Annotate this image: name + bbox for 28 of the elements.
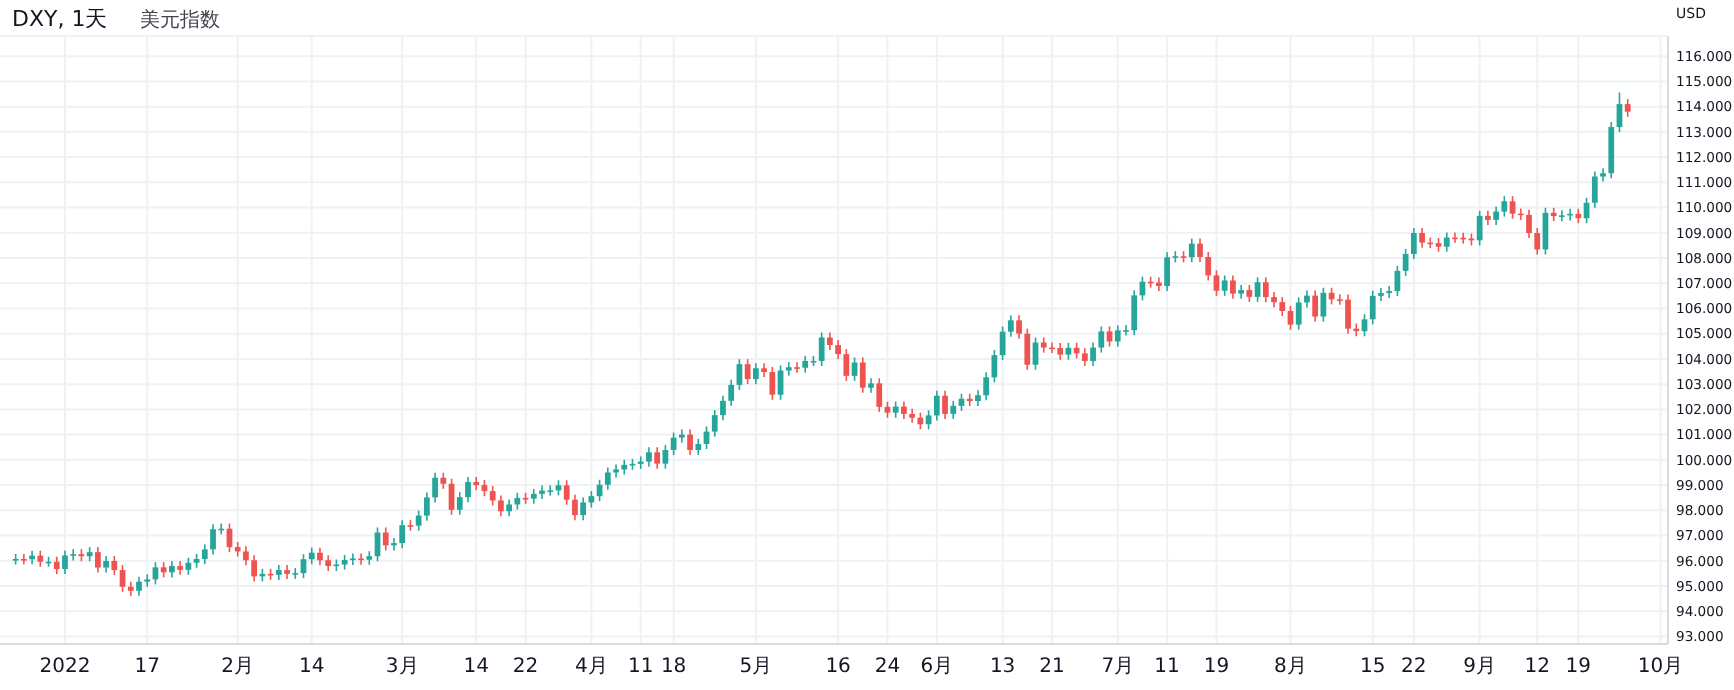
x-tick-label: 16 (825, 656, 851, 678)
x-tick-label: 3月 (385, 656, 419, 678)
x-tick-label: 13 (989, 656, 1016, 678)
x-tick-label: 22 (512, 656, 539, 678)
x-tick-label: 14 (463, 656, 489, 678)
x-tick-label: 8月 (1274, 656, 1307, 678)
chart-subtitle: 美元指数 (140, 8, 220, 32)
x-tick-label: 2022 (39, 656, 91, 678)
x-tick-label: 22 (1401, 656, 1427, 678)
x-tick-label: 17 (134, 656, 160, 678)
x-tick-label: 7月 (1101, 656, 1135, 678)
x-tick-label: 12 (1524, 656, 1550, 678)
x-tick-label: 18 (660, 656, 687, 678)
x-tick-label: 11 (627, 656, 654, 678)
x-tick-label: 9月 (1463, 656, 1497, 678)
x-tick-label: 11 (1154, 656, 1180, 678)
x-tick-label: 19 (1565, 656, 1592, 678)
chart-title: DXY, 1天 (12, 6, 108, 32)
x-tick-label: 21 (1039, 656, 1065, 678)
x-tick-label: 4月 (574, 656, 608, 678)
x-tick-label: 24 (874, 656, 901, 678)
x-tick-label: 15 (1359, 656, 1386, 678)
x-tick-label: 19 (1203, 656, 1230, 678)
x-tick-label: 2月 (221, 656, 255, 678)
x-tick-label: 5月 (739, 656, 773, 678)
x-tick-label: 10月 (1637, 656, 1684, 678)
x-tick-label: 14 (298, 656, 325, 678)
x-tick-label: 6月 (920, 656, 954, 678)
